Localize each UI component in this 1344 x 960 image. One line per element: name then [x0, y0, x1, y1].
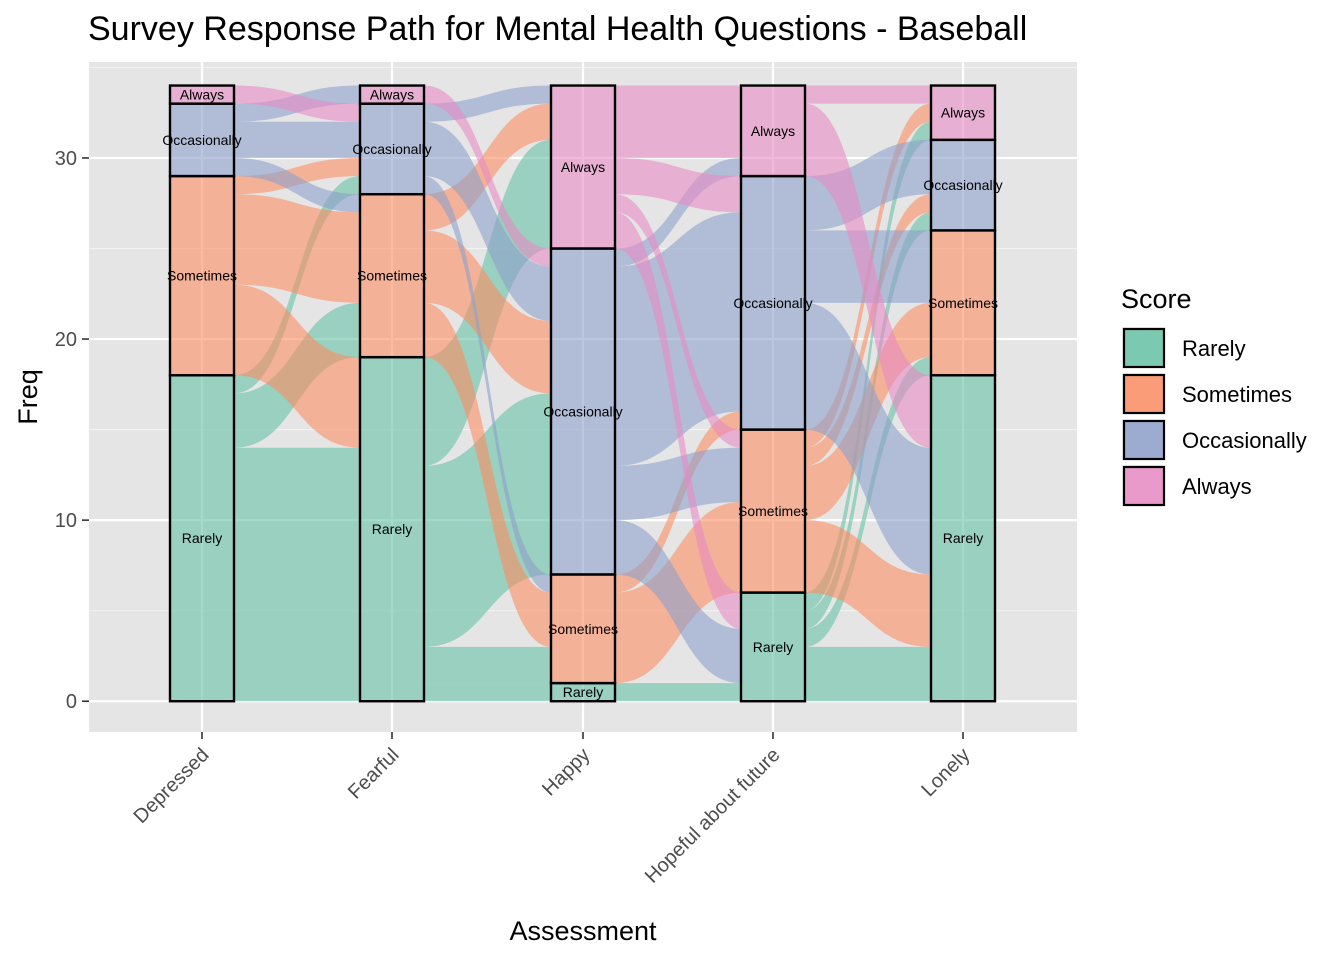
flow-happy-always-to-always — [615, 85, 741, 158]
stratum-lonely-always — [929, 84, 997, 142]
stratum-label-happy-always: Always — [561, 159, 605, 175]
stratum-fearful-always — [358, 84, 426, 105]
stratum-depressed-always — [168, 84, 236, 105]
flow-depressed-sometimes-to-sometimes — [234, 194, 360, 303]
stratum-lonely-rarely — [929, 374, 997, 703]
stratum-label-hopeful-about-future-always: Always — [751, 123, 795, 139]
legend-label-sometimes: Sometimes — [1182, 382, 1292, 407]
flow-depressed-rarely-to-rarely — [234, 447, 360, 702]
legend-label-occasionally: Occasionally — [1182, 428, 1307, 453]
stratum-fearful-rarely — [358, 355, 426, 703]
flow-depressed-always-to-occasionally — [234, 85, 360, 122]
flow-fearful-always-to-occasionally — [424, 85, 551, 267]
stratum-label-hopeful-about-future-occasionally: Occasionally — [733, 295, 812, 311]
stratum-depressed-sometimes — [168, 174, 236, 377]
x-tick-label-hopeful-about-future: Hopeful about future — [641, 744, 785, 888]
flow-hopeful-about-future-occasionally-to-rarely — [805, 302, 931, 575]
strata — [168, 84, 997, 703]
y-tick-label: 10 — [55, 510, 77, 532]
stratum-label-lonely-occasionally: Occasionally — [923, 177, 1002, 193]
stratum-lonely-sometimes — [929, 229, 997, 377]
stratum-label-fearful-occasionally: Occasionally — [352, 141, 431, 157]
legend-label-always: Always — [1182, 474, 1252, 499]
legend-label-rarely: Rarely — [1182, 336, 1246, 361]
stratum-label-fearful-rarely: Rarely — [372, 521, 412, 537]
stratum-label-happy-rarely: Rarely — [563, 684, 603, 700]
flow-hopeful-about-future-occasionally-to-occasionally — [805, 139, 931, 231]
stratum-label-lonely-rarely: Rarely — [943, 530, 983, 546]
flow-happy-always-to-occasionally — [615, 157, 741, 213]
flow-hopeful-about-future-rarely-to-rarely — [805, 646, 931, 702]
flow-hopeful-about-future-always-to-always — [805, 85, 931, 104]
flow-hopeful-about-future-rarely-to-always — [805, 121, 931, 611]
flow-depressed-sometimes-to-rarely — [234, 284, 360, 448]
legend-title: Score — [1121, 284, 1192, 314]
stratum-happy-always — [549, 84, 617, 250]
flow-happy-occasionally-to-sometimes — [615, 447, 741, 521]
stratum-label-lonely-sometimes: Sometimes — [928, 295, 998, 311]
flow-depressed-occasionally-to-occasionally — [234, 121, 360, 158]
flow-fearful-rarely-to-sometimes — [424, 646, 551, 684]
x-tick-label-lonely: Lonely — [917, 744, 974, 801]
x-tick-label-happy: Happy — [538, 744, 594, 800]
stratum-labels: Rarely Sometimes Occasionally Always Rarely S… — [162, 87, 1002, 701]
y-axis-title: Freq — [13, 369, 43, 425]
y-tick-label: 30 — [55, 148, 77, 170]
legend-key-rarely — [1122, 327, 1166, 369]
y-axis: 0 10 20 30 — [55, 148, 89, 713]
stratum-lonely-occasionally — [929, 138, 997, 232]
stratum-fearful-sometimes — [358, 192, 426, 359]
y-tick-label: 20 — [55, 329, 77, 351]
stratum-hopeful-about-future-sometimes — [739, 428, 807, 594]
y-tick-label: 0 — [66, 691, 77, 713]
flow-hopeful-about-future-sometimes-to-rarely — [805, 520, 931, 647]
legend-key-always — [1122, 465, 1166, 507]
flow-hopeful-about-future-sometimes-to-occasionally — [805, 194, 931, 466]
stratum-label-depressed-rarely: Rarely — [182, 530, 222, 546]
legend: Score Rarely Sometimes Occasionally Always — [1121, 284, 1307, 507]
stratum-label-fearful-always: Always — [370, 87, 414, 103]
stratum-label-hopeful-about-future-rarely: Rarely — [753, 639, 793, 655]
stratum-hopeful-about-future-rarely — [739, 591, 807, 703]
x-axis-title: Assessment — [509, 916, 657, 946]
flow-fearful-occasionally-to-sometimes — [424, 176, 551, 593]
stratum-hopeful-about-future-occasionally — [739, 174, 807, 431]
flow-fearful-sometimes-to-occasionally — [424, 230, 551, 394]
stratum-label-happy-occasionally: Occasionally — [543, 403, 622, 419]
flow-depressed-occasionally-to-sometimes — [234, 157, 360, 213]
stratum-depressed-occasionally — [168, 102, 236, 178]
stratum-label-happy-sometimes: Sometimes — [548, 621, 618, 637]
stratum-fearful-occasionally — [358, 102, 426, 196]
flow-fearful-sometimes-to-sometimes — [424, 302, 551, 647]
flow-happy-occasionally-to-rarely — [615, 520, 741, 684]
stratum-label-hopeful-about-future-sometimes: Sometimes — [738, 503, 808, 519]
flow-fearful-rarely-to-occasionally — [424, 393, 551, 647]
flow-fearful-occasionally-to-occasionally — [424, 121, 551, 321]
x-tick-label-depressed: Depressed — [130, 744, 214, 828]
stratum-label-depressed-occasionally: Occasionally — [162, 132, 241, 148]
flow-hopeful-about-future-always-to-rarely — [805, 103, 931, 448]
stratum-label-depressed-always: Always — [180, 87, 224, 103]
flows — [234, 85, 931, 702]
flow-happy-rarely-to-rarely — [615, 683, 741, 702]
stratum-happy-sometimes — [549, 573, 617, 685]
stratum-label-fearful-sometimes: Sometimes — [357, 268, 427, 284]
stratum-hopeful-about-future-always — [739, 84, 807, 178]
x-tick-label-fearful: Fearful — [344, 744, 404, 804]
chart-title: Survey Response Path for Mental Health Q… — [88, 10, 1027, 48]
stratum-label-lonely-always: Always — [941, 105, 985, 121]
legend-key-occasionally — [1122, 419, 1166, 461]
x-axis: Depressed Fearful Happy Hopeful about futur… — [130, 732, 975, 888]
flow-happy-always-to-rarely — [615, 212, 741, 629]
legend-key-sometimes — [1122, 373, 1166, 415]
stratum-label-depressed-sometimes: Sometimes — [167, 268, 237, 284]
flow-happy-always-to-sometimes — [615, 194, 741, 448]
flow-fearful-rarely-to-rarely — [424, 683, 551, 702]
stratum-happy-occasionally — [549, 247, 617, 576]
